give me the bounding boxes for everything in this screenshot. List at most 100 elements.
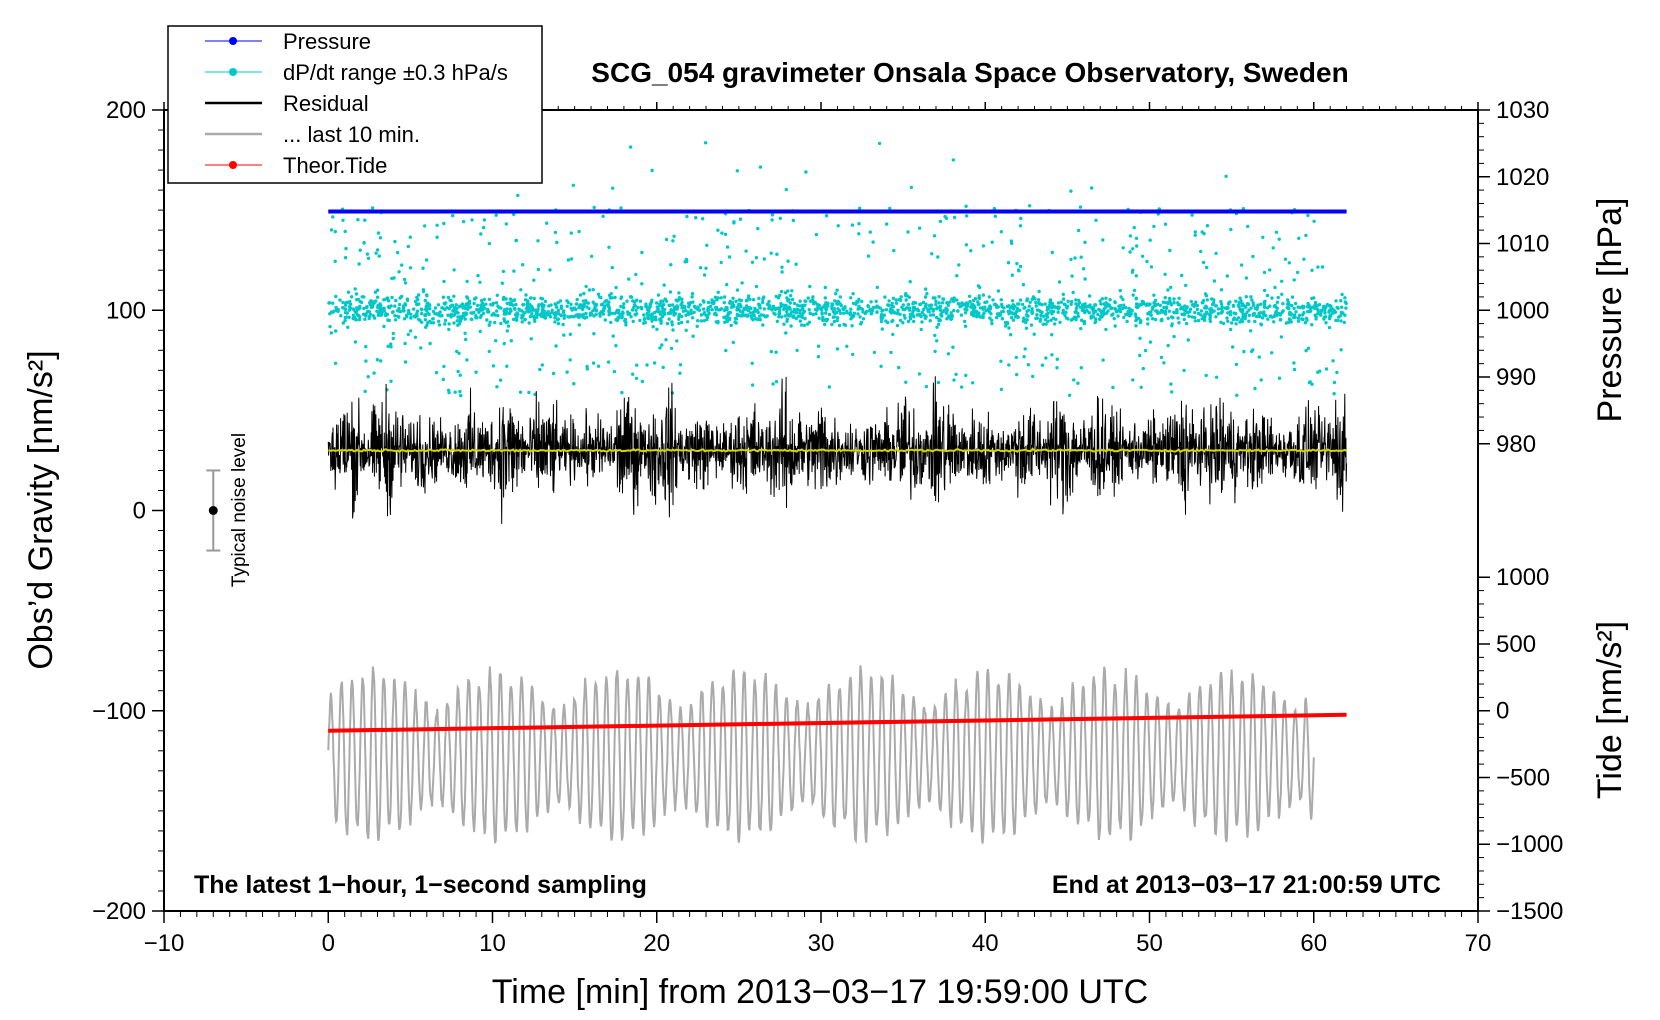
dpdt-point xyxy=(1303,321,1308,325)
dpdt-point xyxy=(784,187,788,192)
dpdt-point xyxy=(569,302,573,306)
dpdt-point xyxy=(499,321,503,326)
dpdt-point xyxy=(1149,313,1153,317)
dpdt-point xyxy=(353,340,358,344)
dpdt-point xyxy=(512,269,516,273)
dpdt-point xyxy=(523,311,527,315)
dpdt-point xyxy=(802,323,807,327)
dpdt-point xyxy=(659,299,663,303)
dpdt-point xyxy=(835,318,839,323)
dpdt-point xyxy=(509,339,513,343)
dpdt-point xyxy=(1135,244,1139,248)
dpdt-point xyxy=(1193,319,1198,323)
dpdt-point xyxy=(777,315,781,319)
dpdt-point xyxy=(999,359,1003,363)
dpdt-point xyxy=(1331,311,1335,315)
dpdt-point xyxy=(426,301,430,305)
dpdt-point xyxy=(946,352,951,356)
dpdt-point xyxy=(831,315,835,319)
dpdt-point xyxy=(762,307,766,311)
dpdt-point xyxy=(1026,308,1031,312)
dpdt-point xyxy=(1076,303,1080,307)
dpdt-point xyxy=(1343,313,1347,317)
dpdt-point xyxy=(1056,301,1061,305)
dpdt-point xyxy=(1150,307,1155,311)
dpdt-point xyxy=(891,318,895,323)
dpdt-point xyxy=(981,307,985,311)
dpdt-point xyxy=(879,319,884,324)
dpdt-point xyxy=(808,284,812,289)
dpdt-point xyxy=(1163,296,1167,300)
dpdt-point xyxy=(1220,309,1225,314)
dpdt-point xyxy=(415,311,419,316)
dpdt-point xyxy=(769,251,773,255)
dpdt-point xyxy=(993,214,997,218)
dpdt-point xyxy=(1294,310,1298,314)
dpdt-point xyxy=(1339,319,1343,323)
dpdt-point xyxy=(824,308,828,312)
dpdt-point xyxy=(610,296,614,300)
dpdt-point xyxy=(1030,311,1034,315)
tide-tick-label: −500 xyxy=(1496,764,1550,791)
dpdt-point xyxy=(534,310,539,315)
dpdt-point xyxy=(544,311,549,315)
dpdt-point xyxy=(999,230,1003,234)
dpdt-point xyxy=(712,301,716,305)
dpdt-point xyxy=(797,311,802,315)
dpdt-point xyxy=(474,314,478,318)
dpdt-point xyxy=(1169,382,1173,386)
dpdt-point xyxy=(977,296,982,301)
dpdt-point xyxy=(791,315,795,319)
dpdt-point xyxy=(754,284,759,289)
dpdt-point xyxy=(424,325,428,329)
dpdt-point xyxy=(671,239,675,243)
dpdt-point xyxy=(819,308,824,312)
dpdt-point xyxy=(823,285,827,290)
dpdt-point xyxy=(748,297,752,301)
dpdt-point xyxy=(757,304,762,308)
dpdt-point xyxy=(669,311,673,315)
dpdt-point xyxy=(759,313,764,317)
dpdt-point xyxy=(1279,335,1284,339)
dpdt-point xyxy=(965,302,969,306)
dpdt-point xyxy=(1069,318,1074,322)
dpdt-point xyxy=(1310,268,1314,272)
dpdt-point xyxy=(646,308,650,312)
dpdt-point xyxy=(482,218,487,222)
dpdt-point xyxy=(949,317,954,321)
dpdt-point xyxy=(628,145,633,149)
dpdt-point xyxy=(771,304,776,308)
dpdt-point xyxy=(643,320,647,325)
dpdt-point xyxy=(1307,380,1312,385)
dpdt-point xyxy=(823,322,827,327)
dpdt-point xyxy=(1083,277,1087,281)
dpdt-point xyxy=(955,274,959,278)
dpdt-point xyxy=(879,364,883,368)
dpdt-point xyxy=(776,296,781,300)
dpdt-point xyxy=(638,318,642,323)
dpdt-point xyxy=(1125,319,1129,324)
dpdt-point xyxy=(520,314,525,319)
dpdt-point xyxy=(964,243,969,247)
dpdt-point xyxy=(607,306,611,310)
dpdt-point xyxy=(779,304,783,309)
dpdt-point xyxy=(1249,329,1253,333)
dpdt-point xyxy=(875,310,879,314)
dpdt-point xyxy=(1262,300,1267,304)
y-left-tick-label: −200 xyxy=(92,898,146,925)
dpdt-point xyxy=(680,297,684,301)
dpdt-point xyxy=(423,318,428,322)
dpdt-point xyxy=(441,306,445,310)
dpdt-point xyxy=(1119,295,1123,299)
dpdt-point xyxy=(495,385,499,389)
dpdt-point xyxy=(884,308,889,312)
dpdt-point xyxy=(783,291,788,295)
dpdt-point xyxy=(1146,317,1150,321)
dpdt-point xyxy=(621,305,625,309)
dpdt-point xyxy=(851,301,856,305)
dpdt-point xyxy=(638,299,643,303)
dpdt-point xyxy=(406,332,410,337)
dpdt-point xyxy=(1167,309,1172,313)
dpdt-point xyxy=(627,312,631,316)
dpdt-point xyxy=(443,322,447,326)
